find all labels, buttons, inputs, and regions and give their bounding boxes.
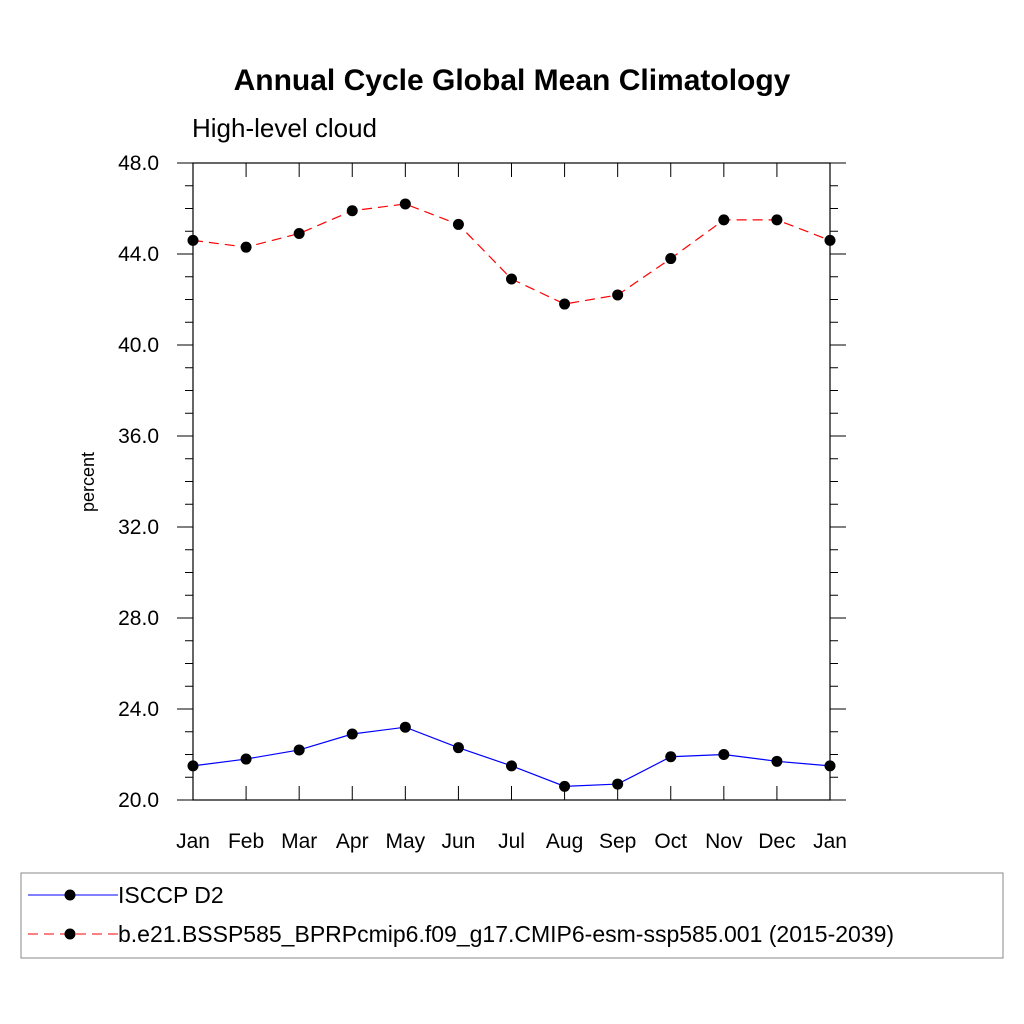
y-tick-label: 32.0 — [118, 516, 159, 539]
x-tick-label: Mar — [281, 830, 317, 853]
x-tick-label: Aug — [546, 830, 583, 853]
data-point-series-0 — [399, 721, 411, 733]
data-point-series-0 — [240, 753, 252, 765]
x-tick-label: Sep — [599, 830, 636, 853]
y-tick-label: 44.0 — [118, 243, 159, 266]
chart-title: Annual Cycle Global Mean Climatology — [234, 64, 791, 97]
data-point-series-1 — [293, 228, 305, 240]
data-point-series-0 — [559, 780, 571, 792]
y-tick-label: 40.0 — [118, 334, 159, 357]
y-tick-label: 48.0 — [118, 152, 159, 175]
data-point-series-1 — [559, 298, 571, 310]
data-point-series-1 — [771, 214, 783, 226]
data-point-series-1 — [452, 218, 464, 230]
x-tick-label: Nov — [705, 830, 743, 853]
x-tick-label: Apr — [336, 830, 369, 853]
x-tick-label: Jan — [176, 830, 210, 853]
data-point-series-1 — [718, 214, 730, 226]
data-point-series-0 — [612, 778, 624, 790]
data-point-series-1 — [612, 289, 624, 301]
data-point-series-0 — [665, 751, 677, 763]
x-tick-label: Jan — [813, 830, 847, 853]
y-tick-label: 36.0 — [118, 425, 159, 448]
legend-box — [20, 872, 1004, 959]
y-tick-label: 20.0 — [118, 789, 159, 812]
legend-label-isccp: ISCCP D2 — [118, 882, 224, 908]
data-point-series-1 — [506, 273, 517, 285]
data-point-series-0 — [771, 755, 783, 767]
data-point-series-0 — [293, 744, 305, 756]
y-axis-label: percent — [78, 452, 98, 512]
legend-marker-model — [64, 928, 76, 940]
plot-frame — [192, 162, 831, 801]
x-tick-label: Feb — [228, 830, 264, 853]
data-point-series-1 — [187, 234, 199, 246]
series-line-1 — [192, 203, 831, 305]
x-tick-label: May — [385, 830, 425, 853]
data-point-series-0 — [718, 749, 730, 760]
y-tick-label: 28.0 — [118, 607, 159, 630]
data-point-series-1 — [240, 241, 252, 253]
data-point-series-0 — [452, 742, 464, 754]
legend-label-model: b.e21.BSSP585_BPRPcmip6.f09_g17.CMIP6-es… — [118, 921, 894, 947]
series-line-0 — [192, 726, 831, 787]
chart-subtitle: High-level cloud — [192, 113, 377, 143]
x-tick-label: Jul — [498, 830, 525, 853]
data-point-series-1 — [824, 234, 836, 246]
legend-marker-isccp — [64, 889, 76, 901]
data-point-series-0 — [824, 760, 836, 772]
data-point-series-1 — [346, 205, 358, 217]
x-tick-labels: Jan Feb Mar Apr May Jun Jul Aug Sep Oct Nov Dec Jan — [176, 830, 847, 853]
x-tick-label: Jun — [441, 830, 475, 853]
x-tick-label: Dec — [758, 830, 795, 853]
data-point-series-0 — [187, 760, 199, 772]
series-layer — [187, 198, 836, 792]
y-tick-labels: 20.0 24.0 28.0 32.0 36.0 40.0 44.0 48.0 — [118, 152, 159, 812]
data-point-series-1 — [399, 198, 411, 210]
x-tick-label: Oct — [654, 830, 687, 853]
y-tick-label: 24.0 — [118, 698, 159, 721]
data-point-series-0 — [346, 728, 358, 740]
data-point-series-0 — [506, 760, 517, 772]
data-point-series-1 — [665, 253, 677, 265]
axis-ticks — [177, 162, 846, 801]
